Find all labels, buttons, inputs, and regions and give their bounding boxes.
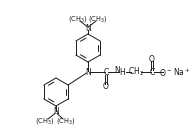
Text: N: N — [85, 24, 91, 32]
Text: (CH$_3$): (CH$_3$) — [88, 14, 108, 24]
Text: (CH$_3$): (CH$_3$) — [68, 14, 88, 24]
Text: N: N — [85, 67, 91, 76]
Text: (CH$_3$): (CH$_3$) — [35, 116, 55, 126]
Text: N: N — [115, 66, 120, 75]
Text: O$^-$: O$^-$ — [159, 66, 173, 78]
Text: C: C — [149, 67, 155, 76]
Text: H: H — [119, 67, 125, 76]
Text: O: O — [103, 81, 109, 90]
Text: N: N — [53, 108, 59, 116]
Text: Na$^+$: Na$^+$ — [173, 66, 191, 78]
Text: O: O — [149, 54, 155, 64]
Text: CH$_2$: CH$_2$ — [128, 66, 144, 78]
Text: (CH$_3$): (CH$_3$) — [56, 116, 76, 126]
Text: C: C — [103, 67, 109, 76]
